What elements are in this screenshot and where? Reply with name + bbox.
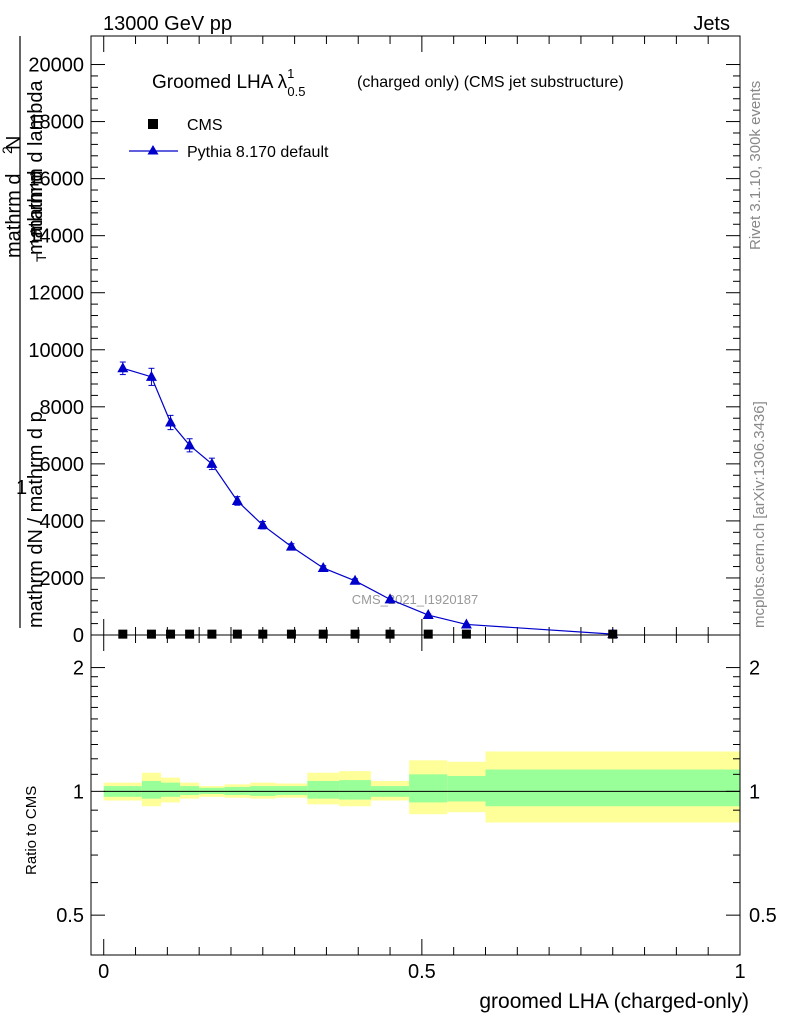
- y-label-sup: 2: [0, 146, 15, 154]
- cms-point: [166, 629, 176, 639]
- ratio-bands: [103, 751, 740, 823]
- mc-point: [349, 574, 361, 585]
- ratio-band-inner: [160, 782, 181, 797]
- y-label-lambda: mathrm d lambda: [25, 80, 47, 236]
- x-tick-label: 0.5: [408, 961, 436, 983]
- y-label-denominator: mathrm dN / mathrm d p: [25, 411, 47, 628]
- rivet-label: Rivet 3.1.10, 300k events: [747, 81, 764, 250]
- cms-point: [207, 629, 217, 639]
- x-axis-label: groomed LHA (charged-only): [479, 990, 749, 1013]
- cms-point: [118, 629, 128, 639]
- plot-title-sub: 0.5: [287, 84, 305, 99]
- cms-point: [258, 629, 268, 639]
- y-label-pt-sub: T: [33, 253, 49, 262]
- ratio-band-inner: [339, 780, 371, 800]
- main-plot-panel: 0 2000 4000 6000 8000 10000 12000 14000 16000 180…: [0, 35, 741, 647]
- y-tick-label: 8000: [40, 397, 85, 419]
- ratio-band-inner: [307, 780, 340, 799]
- mc-point: [285, 540, 297, 551]
- ratio-y-tick-label: 2: [73, 658, 84, 680]
- ratio-band-inner: [141, 780, 161, 799]
- y-label-n: N: [3, 136, 25, 150]
- mc-point: [422, 609, 434, 620]
- ratio-y-tick-label: 0.5: [56, 905, 84, 927]
- ratio-y-tick-label: 1: [73, 781, 84, 803]
- ratio-y-tick-label-right: 1: [749, 781, 760, 803]
- cms-point: [385, 629, 395, 639]
- ratio-band-inner: [409, 774, 448, 803]
- mc-point: [231, 494, 243, 505]
- y-tick-label: 18000: [28, 112, 84, 134]
- y-tick-label: 14000: [28, 226, 84, 248]
- cms-point: [286, 629, 296, 639]
- legend-data-label: CMS: [187, 117, 223, 134]
- legend-mc-label: Pythia 8.170 default: [187, 144, 329, 161]
- ratio-plot-panel: 0.5 0.51 12 2 0 0.5 1 Ratio to CMS groomed LH…: [23, 634, 777, 1013]
- y-tick-label: 6000: [40, 454, 85, 476]
- mc-point: [184, 439, 196, 450]
- cms-point: [232, 629, 242, 639]
- y-tick-label: 20000: [28, 55, 84, 77]
- main-y-label: 1 mathrm dN / mathrm d p T mathrm d math…: [0, 36, 49, 628]
- legend-data-marker: [148, 119, 158, 129]
- cms-point: [318, 629, 328, 639]
- y-tick-label: 0: [73, 625, 84, 647]
- mc-point: [317, 561, 329, 572]
- mc-point: [206, 457, 218, 468]
- cms-point: [461, 629, 471, 639]
- ratio-plot-frame: [90, 634, 741, 956]
- legend-mc-marker: [147, 145, 159, 155]
- mc-point: [165, 416, 177, 427]
- y-tick-label: 10000: [28, 340, 84, 362]
- cms-point: [350, 629, 360, 639]
- mcplots-label: mcplots.cern.ch [arXiv:1306.3436]: [751, 401, 768, 628]
- ratio-band-inner: [275, 786, 308, 795]
- plot-title-sup: 1: [287, 66, 294, 81]
- mc-point: [145, 370, 157, 381]
- mc-point: [117, 362, 129, 373]
- ratio-band-inner: [485, 769, 740, 807]
- ratio-y-tick-label-right: 2: [749, 658, 760, 680]
- mc-point: [384, 593, 396, 604]
- plot-title-main: Groomed LHA λ: [152, 72, 288, 93]
- y-tick-label: 2000: [40, 568, 85, 590]
- header-right: Jets: [693, 13, 730, 35]
- ratio-band-inner: [447, 775, 486, 802]
- y-label-over: mathrm d: [3, 174, 25, 258]
- ratio-y-tick-label-right: 0.5: [749, 905, 777, 927]
- x-tick-label: 0: [98, 961, 109, 983]
- series-cms: [118, 629, 618, 639]
- ratio-y-label: Ratio to CMS: [23, 786, 40, 875]
- legend: CMS Pythia 8.170 default: [129, 117, 329, 161]
- main-y-axis: 0 2000 4000 6000 8000 10000 12000 14000 16000 180…: [28, 55, 740, 647]
- y-label-numerator: 1: [16, 477, 27, 499]
- cms-point: [185, 629, 195, 639]
- mc-point: [257, 519, 269, 530]
- plot-title-rest: (charged only) (CMS jet substructure): [357, 74, 624, 91]
- mc-point: [460, 618, 472, 629]
- y-tick-label: 16000: [28, 169, 84, 191]
- ratio-y-axis: 0.5 0.5 1 1 2 2: [56, 658, 777, 928]
- cms-point: [423, 629, 433, 639]
- cms-point: [608, 629, 618, 639]
- plot-title: Groomed LHA λ1 0.5: [152, 66, 305, 99]
- header-left: 13000 GeV pp: [103, 13, 232, 35]
- y-label-den-tail: mathrm d: [25, 171, 47, 255]
- ratio-x-axis: 0 0.5 1: [98, 635, 746, 983]
- ratio-band-inner: [180, 786, 200, 795]
- y-tick-label: 4000: [40, 511, 85, 533]
- cms-point: [146, 629, 156, 639]
- watermark: CMS_2021_I1920187: [352, 592, 479, 607]
- y-tick-label: 12000: [28, 283, 84, 305]
- x-tick-label: 1: [734, 961, 745, 983]
